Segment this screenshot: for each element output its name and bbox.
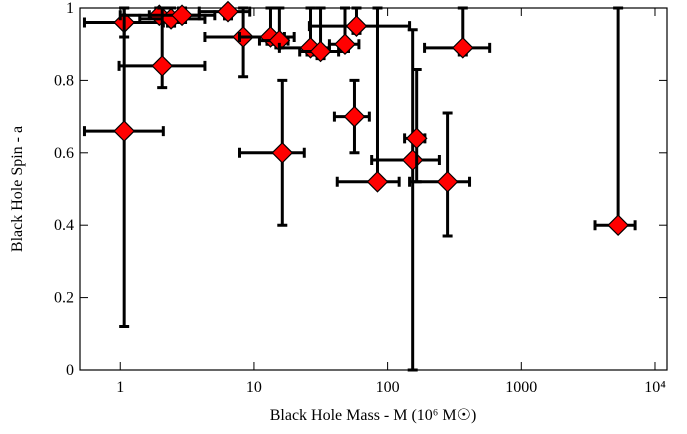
y-tick-label: 0.6 — [54, 145, 74, 162]
x-tick-label: 100 — [376, 379, 400, 396]
point — [451, 36, 474, 59]
y-error-bar — [407, 28, 418, 372]
y-tick-label: 0 — [66, 362, 74, 379]
point — [217, 0, 239, 23]
point — [436, 170, 459, 193]
y-tick-label: 0.2 — [54, 290, 74, 307]
point — [343, 105, 366, 128]
x-tick-label: 10⁴ — [644, 379, 666, 396]
x-tick-label: 1000 — [505, 379, 537, 396]
y-error-bar — [613, 6, 624, 227]
point — [151, 55, 174, 77]
y-tick-label: 1 — [66, 0, 74, 17]
y-tick-label: 0.8 — [54, 72, 74, 89]
point — [113, 120, 136, 142]
point — [345, 15, 368, 37]
x-tick-label: 10 — [246, 379, 262, 396]
y-error-bar — [372, 6, 383, 184]
point — [171, 4, 193, 27]
point — [366, 170, 389, 193]
y-error-bar — [119, 6, 130, 329]
x-tick-label: 1 — [116, 379, 124, 396]
point — [607, 214, 629, 237]
point — [405, 127, 428, 150]
point — [401, 149, 424, 171]
point — [334, 33, 356, 56]
x-axis-label: Black Hole Mass - M (10⁶ M☉) — [270, 407, 477, 424]
point — [309, 40, 332, 63]
y-axis-label: Black Hole Spin - a — [9, 126, 26, 252]
point — [271, 141, 294, 164]
y-tick-label: 0.4 — [54, 217, 74, 234]
